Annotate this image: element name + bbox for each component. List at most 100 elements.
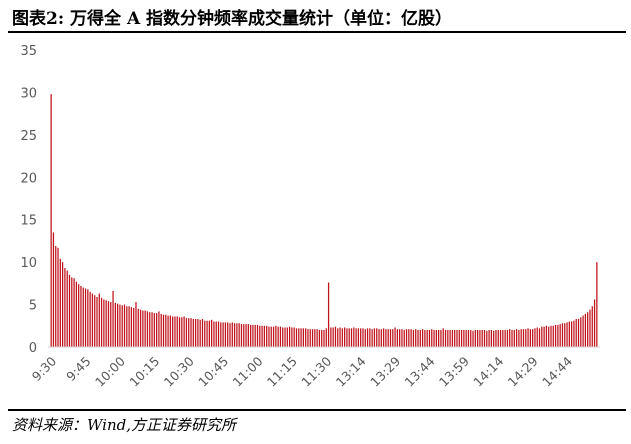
x-tick-label: 10:15	[126, 354, 162, 390]
bar	[309, 329, 311, 347]
bar	[73, 278, 75, 347]
bar	[314, 329, 316, 347]
bar	[112, 290, 114, 347]
bar	[435, 330, 437, 347]
bar	[305, 328, 307, 347]
y-tick-label: 0	[29, 341, 37, 356]
bar	[447, 330, 449, 347]
bar	[536, 327, 538, 347]
bar	[249, 324, 252, 347]
bar	[353, 327, 355, 347]
bar	[490, 330, 493, 347]
bar	[139, 309, 142, 347]
bar	[316, 329, 318, 347]
bar	[497, 330, 499, 347]
source-rule	[8, 409, 626, 411]
bar	[337, 328, 339, 347]
bar	[245, 324, 247, 347]
bar	[474, 330, 476, 347]
bar	[341, 328, 343, 347]
bar	[522, 329, 525, 347]
bar	[119, 304, 121, 347]
bar	[378, 329, 380, 347]
bar	[240, 324, 243, 347]
bar	[460, 330, 463, 347]
bar	[431, 329, 433, 347]
bar	[561, 323, 564, 347]
bar	[454, 330, 456, 347]
bar	[334, 326, 337, 347]
bar	[142, 310, 144, 347]
bar	[513, 330, 515, 347]
bar	[254, 324, 256, 347]
bar	[410, 329, 412, 347]
bar	[509, 329, 511, 347]
y-tick-label: 10	[20, 256, 37, 271]
bar	[302, 328, 304, 347]
x-axis: 9:30 9:4510:0010:1510:3010:4511:0011:1511…	[29, 346, 600, 390]
figure-title: 图表2: 万得全 A 指数分钟频率成交量统计（单位：亿股）	[12, 9, 453, 29]
bar	[204, 320, 206, 347]
bar	[217, 321, 220, 347]
bar	[121, 305, 123, 347]
bar	[550, 325, 552, 347]
bar	[389, 329, 392, 347]
bar	[307, 329, 309, 347]
bar	[158, 311, 160, 347]
bar	[82, 287, 84, 347]
bar	[515, 329, 518, 347]
bar	[373, 328, 376, 347]
y-axis: 0 5 10 15 20 25 30 35	[20, 44, 37, 356]
bar	[532, 329, 534, 347]
bar	[298, 328, 300, 347]
bar	[527, 328, 529, 347]
bar	[165, 314, 167, 347]
x-tick-label: 13:44	[402, 353, 438, 389]
bar	[405, 329, 408, 347]
bar	[529, 329, 531, 347]
bar	[511, 330, 513, 347]
bar	[401, 329, 403, 347]
x-tick-label: 14:29	[505, 353, 541, 389]
bar	[428, 330, 431, 347]
bar	[472, 330, 474, 347]
bar	[220, 322, 222, 347]
bar	[344, 327, 346, 347]
bar	[543, 326, 545, 347]
bar	[172, 316, 174, 347]
bar	[208, 320, 210, 347]
bar	[71, 277, 73, 347]
bar	[449, 330, 451, 347]
x-tick-label: 13:14	[333, 353, 369, 389]
bar	[151, 312, 153, 347]
bar	[538, 328, 541, 347]
bar	[504, 330, 506, 347]
bar	[149, 312, 151, 347]
bar	[259, 325, 261, 347]
title-rule	[8, 31, 626, 33]
bar	[440, 330, 442, 347]
bar	[190, 318, 192, 347]
bar	[438, 330, 440, 347]
bar	[222, 322, 224, 347]
bar	[199, 319, 201, 347]
bar	[534, 328, 536, 347]
bar	[188, 318, 190, 347]
bar	[270, 326, 272, 347]
bar	[284, 327, 286, 347]
bar	[206, 320, 208, 347]
y-tick-label: 25	[20, 129, 37, 144]
bar	[126, 306, 128, 347]
bar	[493, 330, 495, 347]
bar	[412, 330, 415, 347]
bar	[50, 94, 52, 347]
bar	[575, 318, 577, 347]
bar	[442, 328, 444, 347]
bar	[380, 329, 382, 347]
bar	[582, 315, 584, 347]
bar	[371, 329, 373, 347]
bar	[263, 325, 266, 347]
bar	[463, 330, 465, 347]
bar	[75, 281, 77, 347]
